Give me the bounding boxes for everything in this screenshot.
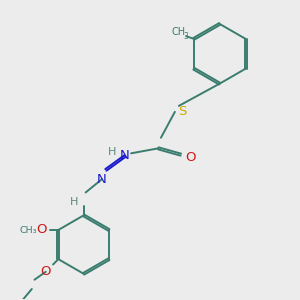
Text: O: O (37, 224, 47, 236)
Text: H: H (108, 147, 117, 157)
Text: O: O (40, 265, 51, 278)
Text: O: O (186, 152, 196, 164)
Text: N: N (97, 173, 107, 186)
Text: CH: CH (172, 27, 186, 37)
Text: CH₃: CH₃ (20, 226, 37, 235)
Text: H: H (70, 197, 79, 207)
Text: S: S (178, 105, 186, 118)
Text: N: N (120, 149, 130, 163)
Text: 3: 3 (184, 32, 189, 41)
